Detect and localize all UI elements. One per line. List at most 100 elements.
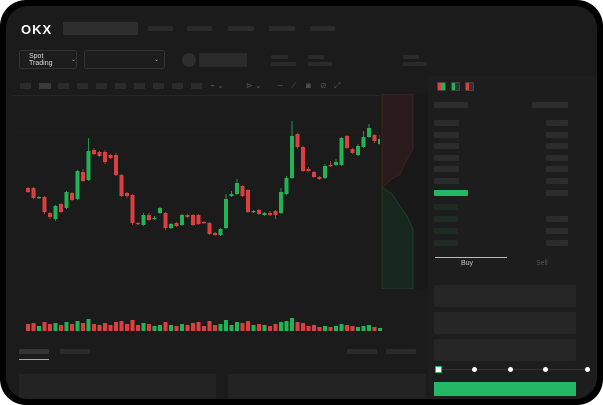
timeframe-button[interactable] <box>39 83 51 89</box>
tab-order-history[interactable] <box>60 349 90 354</box>
timeframe-button[interactable] <box>58 83 69 89</box>
volume-bar <box>119 321 124 331</box>
candle <box>218 229 223 235</box>
slider-track[interactable] <box>438 369 590 370</box>
orderbook-both-icon[interactable] <box>437 82 446 91</box>
ask-size <box>546 132 568 138</box>
timeframe-button[interactable] <box>96 83 107 89</box>
candle <box>268 213 272 215</box>
candle <box>86 151 91 180</box>
settings-icon[interactable]: ⊘ <box>320 81 327 90</box>
volume-bar <box>158 325 162 331</box>
candle <box>103 152 107 162</box>
line-chart-icon[interactable]: ∼ <box>277 81 284 90</box>
candlestick-chart[interactable] <box>16 111 432 336</box>
nav-item[interactable] <box>187 26 212 31</box>
bid-price <box>434 240 458 246</box>
camera-icon[interactable]: ◙ <box>306 81 311 90</box>
volume-bar <box>229 325 234 331</box>
ask-price <box>434 132 459 138</box>
stat-label <box>308 55 324 59</box>
candle <box>48 213 52 217</box>
volume-bar <box>141 323 146 331</box>
volume-bar <box>251 325 256 331</box>
search-bar[interactable] <box>63 22 138 35</box>
slider-stop[interactable] <box>472 367 477 372</box>
orderbook-buy-icon[interactable] <box>451 82 460 91</box>
total-input[interactable] <box>434 339 576 361</box>
timeframe-button[interactable] <box>20 83 31 89</box>
timeframe-button[interactable] <box>115 83 126 89</box>
nav-item[interactable] <box>269 26 295 31</box>
stat-value <box>308 62 332 66</box>
nav-item[interactable] <box>148 26 173 31</box>
slider-stop[interactable] <box>543 367 548 372</box>
market-selector[interactable]: Spot Trading ⌄ <box>19 50 77 69</box>
candle <box>108 155 113 158</box>
volume-bar <box>224 320 228 331</box>
filter-button[interactable] <box>347 349 377 354</box>
orderbook-sell-icon[interactable] <box>465 82 474 91</box>
amount-input[interactable] <box>434 312 576 334</box>
pair-selector[interactable]: ⌄ <box>84 50 165 69</box>
candle <box>356 146 360 155</box>
tab-open-orders[interactable] <box>19 349 49 354</box>
candle <box>53 206 58 219</box>
candle <box>70 193 74 200</box>
volume-bar <box>378 328 382 331</box>
volume-bar <box>26 324 30 331</box>
last-price <box>434 190 468 196</box>
indicator-icon[interactable]: ⌁ ⌄ <box>210 81 224 90</box>
price-input[interactable] <box>434 285 576 307</box>
slider-stop[interactable] <box>508 367 513 372</box>
ruler-icon[interactable]: ⟋ <box>291 81 297 90</box>
tab-sell[interactable]: Sell <box>536 260 548 267</box>
ask-size <box>546 155 568 161</box>
volume-bar <box>367 325 371 331</box>
candle <box>169 224 173 228</box>
candle <box>262 213 267 215</box>
volume-bar <box>350 326 355 331</box>
timeframe-button[interactable] <box>172 83 183 89</box>
volume-bar <box>213 325 217 331</box>
candle <box>180 215 184 225</box>
timeframe-button[interactable] <box>153 83 164 89</box>
volume-bar <box>97 325 102 331</box>
candle <box>158 208 162 213</box>
timeframe-button[interactable] <box>191 83 202 89</box>
candle <box>136 223 140 225</box>
slider-handle[interactable] <box>435 366 442 373</box>
volume-bar <box>218 324 223 331</box>
stat-value <box>403 62 427 66</box>
candle <box>114 155 118 175</box>
timeframe-button[interactable] <box>134 83 145 89</box>
slider-stop[interactable] <box>585 367 590 372</box>
candle <box>229 194 234 196</box>
candle <box>284 178 289 194</box>
fullscreen-icon[interactable]: ⤢ <box>334 81 341 90</box>
buy-button[interactable] <box>434 382 576 396</box>
nav-item[interactable] <box>228 26 254 31</box>
candle <box>328 165 333 167</box>
volume-bar <box>257 324 261 331</box>
volume-bar <box>284 321 289 331</box>
candle <box>367 128 371 137</box>
volume-bar <box>339 324 344 331</box>
bid-size <box>546 240 568 246</box>
app-screen: OKX Spot Trading ⌄ ⌄ ⌁ ⌄ ⊳ ⌄ ∼ ⟋ ◙ ⊘ ⤢ Bu… <box>6 6 597 399</box>
candle <box>59 204 63 212</box>
tab-buy[interactable]: Buy <box>461 260 474 267</box>
volume-bar <box>70 324 74 331</box>
candle <box>202 222 206 224</box>
volume-bar <box>152 326 157 331</box>
candle <box>350 149 355 153</box>
timeframe-button[interactable] <box>77 83 88 89</box>
volume-bar <box>42 322 47 331</box>
filter-button[interactable] <box>386 349 416 354</box>
candle <box>317 177 322 179</box>
candle <box>125 193 129 196</box>
draw-icon[interactable]: ⊳ ⌄ <box>246 81 262 90</box>
volume-bar <box>147 324 151 331</box>
nav-item[interactable] <box>310 26 335 31</box>
volume-bar <box>59 325 63 331</box>
